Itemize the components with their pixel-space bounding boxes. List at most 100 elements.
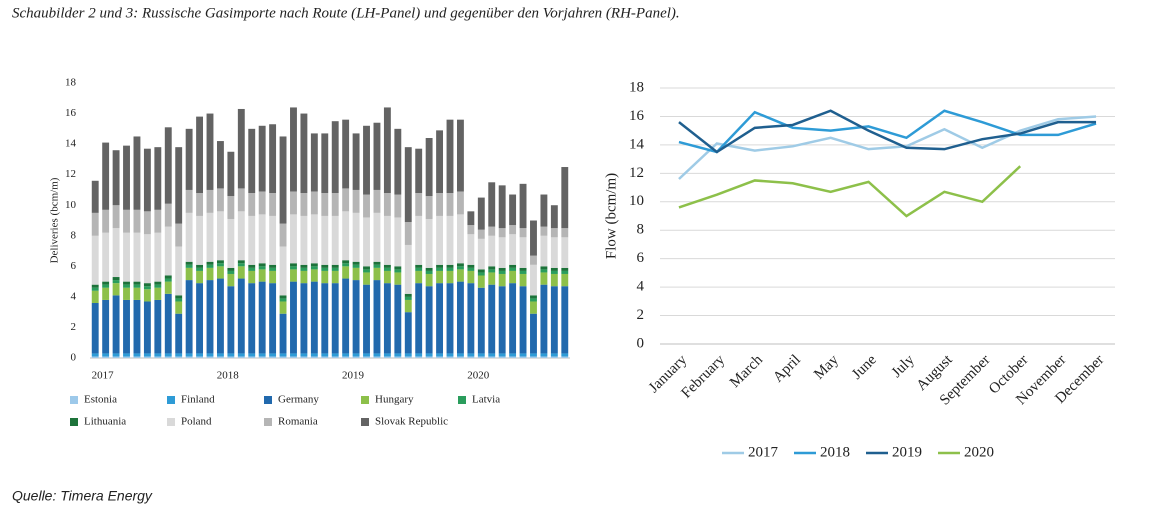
bar-segment <box>112 283 120 296</box>
bar-segment <box>185 267 193 281</box>
bar-segment <box>425 286 433 354</box>
bar-segment <box>446 193 454 216</box>
bar-segment <box>498 356 506 358</box>
bar-segment <box>279 298 287 302</box>
bar-segment <box>477 197 485 230</box>
line-series <box>678 165 1022 218</box>
bar-segment <box>248 215 256 265</box>
bar-segment <box>383 356 391 358</box>
bar-segment <box>206 113 214 190</box>
bar-segment <box>363 194 370 218</box>
bar-segment <box>509 353 517 357</box>
bar-segment <box>519 353 527 357</box>
bar-segment <box>352 133 360 190</box>
bar-segment <box>216 353 224 357</box>
bar-segment <box>290 107 297 192</box>
bar-segment <box>248 270 256 284</box>
bar-segment <box>331 215 339 265</box>
bar-segment <box>123 145 130 210</box>
bar-segment <box>425 353 433 357</box>
bar-segment <box>290 191 297 215</box>
bar-segment <box>143 211 151 235</box>
bar-segment <box>519 267 527 271</box>
y-tick-label: 14 <box>65 138 77 150</box>
bar-segment <box>467 234 475 265</box>
bar-segment <box>123 209 130 233</box>
bar-segment <box>112 295 120 354</box>
bar-segment <box>342 211 350 261</box>
bar-segment <box>373 264 381 268</box>
bar-segment <box>342 353 350 357</box>
bar-segment <box>269 283 277 354</box>
bar-segment <box>248 267 256 271</box>
bar-segment <box>373 189 381 213</box>
bar-segment <box>509 225 517 235</box>
bar-segment <box>279 313 287 354</box>
bar-segment <box>258 281 266 354</box>
bar-segment <box>352 353 360 357</box>
bar-segment <box>519 270 527 274</box>
bar-segment <box>196 356 204 358</box>
bar-segment <box>91 303 99 354</box>
bar-segment <box>321 353 329 357</box>
bar-segment <box>509 356 517 358</box>
bar-segment <box>467 264 475 268</box>
bar-segment <box>456 281 464 354</box>
bar-segment <box>300 270 308 284</box>
bar-segment <box>456 214 464 264</box>
bar-segment <box>237 188 245 212</box>
bar-segment <box>258 269 266 282</box>
bar-segment <box>175 295 183 299</box>
bar-segment <box>133 287 141 300</box>
bar-segment <box>206 267 214 281</box>
bar-segment <box>415 353 423 357</box>
bar-segment <box>290 281 297 354</box>
bar-segment <box>363 356 370 358</box>
legend-swatch <box>458 396 466 404</box>
bar-segment <box>373 261 381 265</box>
bar-segment <box>133 299 141 354</box>
bar-segment <box>310 214 318 264</box>
bar-segment <box>415 148 423 193</box>
legend-label: Latvia <box>472 394 500 406</box>
y-tick-label: 4 <box>637 279 645 295</box>
bar-segment <box>300 353 308 357</box>
bar-segment <box>352 264 360 268</box>
bar-segment <box>258 353 266 357</box>
bar-segment <box>415 193 423 216</box>
bar-segment <box>394 272 402 285</box>
bar-segment <box>425 218 433 268</box>
bar-segment <box>175 246 183 296</box>
bar-segment <box>216 188 224 212</box>
bar-segment <box>290 214 297 264</box>
bar-segment <box>498 237 506 268</box>
bar-segment <box>290 353 297 357</box>
legend-swatch <box>167 418 175 426</box>
bar-segment <box>342 188 350 212</box>
bar-segment <box>425 270 433 274</box>
y-tick-label: 10 <box>629 193 644 209</box>
bar-segment <box>436 353 444 357</box>
bar-segment <box>415 270 423 284</box>
bar-segment <box>394 356 402 358</box>
bar-segment <box>425 196 433 219</box>
bar-segment <box>446 215 454 265</box>
bar-segment <box>550 237 558 268</box>
bar-segment <box>436 356 444 358</box>
bar-segment <box>196 283 204 354</box>
bar-segment <box>269 264 277 268</box>
bar-segment <box>269 267 277 271</box>
bar-segment <box>133 209 141 233</box>
bar-segment <box>164 226 172 276</box>
bar-segment <box>185 264 193 268</box>
bar-segment <box>227 151 235 197</box>
bar-segment <box>164 203 172 227</box>
bar-segment <box>300 356 308 358</box>
bar-segment <box>143 356 151 358</box>
bar-segment <box>279 356 287 358</box>
bar-segment <box>279 246 287 296</box>
bar-segment <box>540 266 548 270</box>
bar-segment <box>488 284 496 354</box>
bar-segment <box>404 312 412 354</box>
bar-segment <box>561 356 569 358</box>
